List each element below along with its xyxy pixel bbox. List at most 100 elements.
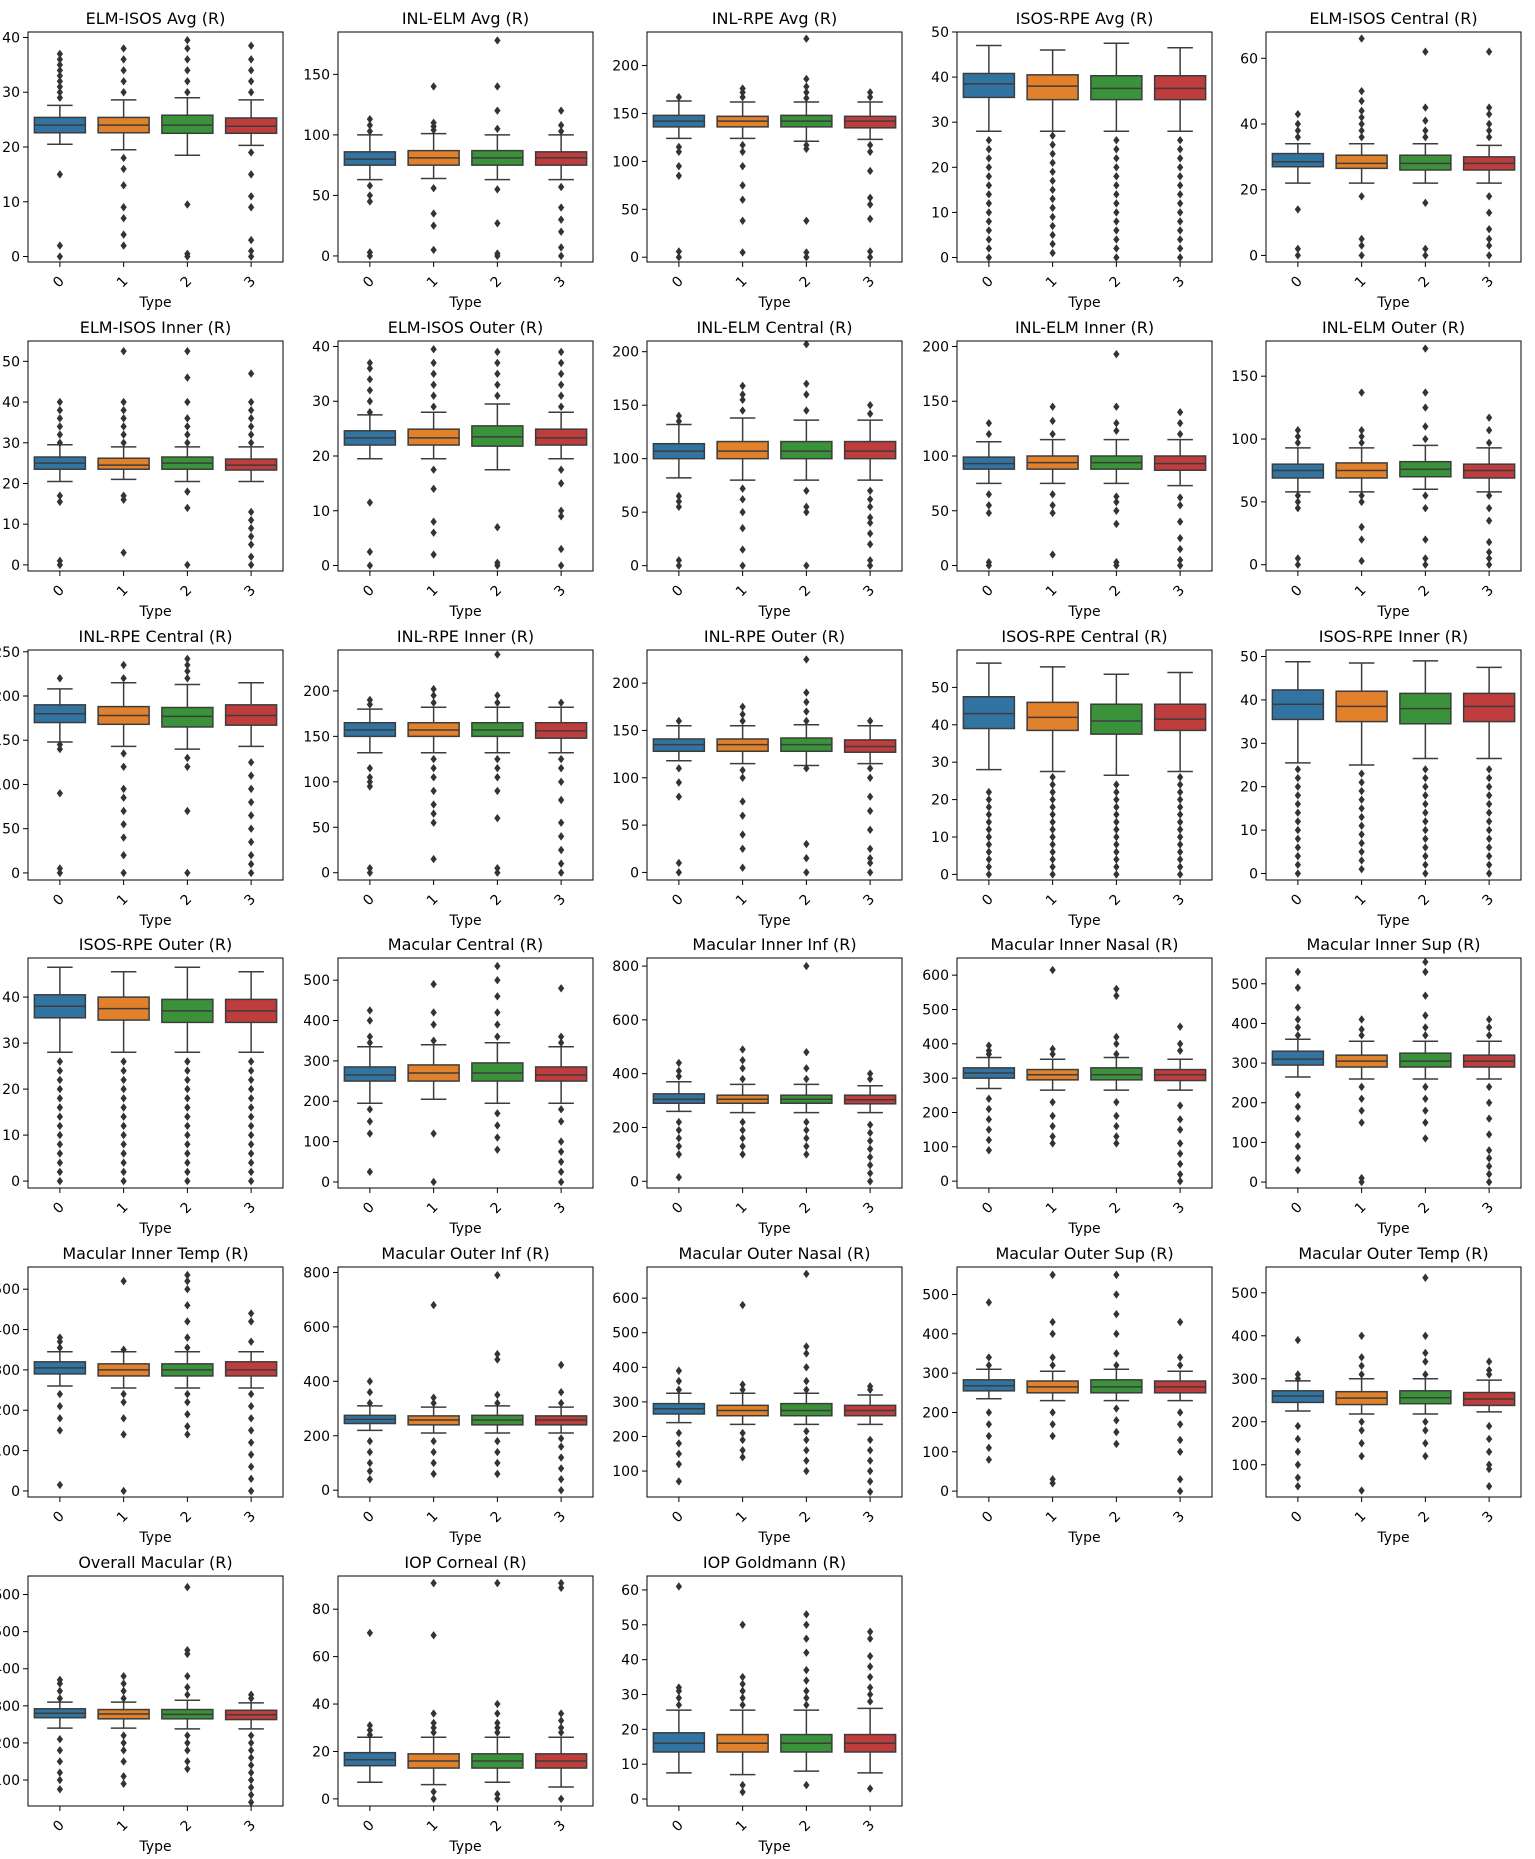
outlier-point (557, 1583, 565, 1593)
outlier-point (1358, 522, 1365, 532)
outlier-point (557, 1723, 565, 1732)
outlier-point (120, 1757, 127, 1766)
outlier-point (120, 868, 127, 878)
outlier-point (866, 518, 874, 528)
y-tick-label: 200 (922, 1105, 949, 1121)
outlier-point (1358, 1025, 1365, 1034)
outlier-point (739, 1064, 746, 1073)
outlier-point (675, 556, 683, 565)
box-type-3 (534, 1066, 588, 1082)
chart-title: IOP Goldmann (R) (703, 1553, 846, 1572)
outlier-point (866, 1160, 874, 1170)
outlier-point (430, 528, 437, 537)
box-type-3 (224, 1361, 278, 1377)
chart-title: Macular Outer Inf (R) (381, 1244, 549, 1263)
x-tick-label: 3 (1479, 892, 1497, 910)
outlier-point (1294, 251, 1302, 260)
chart-panel: ELM-ISOS Outer (R) 0 10 20 30 40 0 1 2 3 Type (312, 318, 594, 620)
outlier-point (803, 74, 810, 84)
outlier-point (1422, 817, 1429, 826)
outlier-point (1422, 1331, 1429, 1340)
outlier-point (1049, 1329, 1056, 1339)
outlier-point (1176, 832, 1184, 842)
outlier-point (1422, 560, 1429, 569)
outlier-point (1113, 1032, 1120, 1042)
outlier-point (866, 1690, 874, 1699)
y-tick-label: 30 (931, 755, 949, 771)
outlier-point (1422, 198, 1429, 208)
y-tick-label: 0 (940, 867, 949, 883)
outlier-point (247, 1690, 255, 1699)
outlier-point (1485, 234, 1493, 244)
outlier-point (184, 438, 191, 447)
outlier-point (866, 513, 874, 522)
y-tick-label: 500 (922, 1288, 949, 1304)
outlier-point (56, 1746, 64, 1755)
y-tick-label: 60 (621, 1583, 639, 1599)
outlier-point (675, 417, 683, 426)
outlier-point (1049, 158, 1056, 167)
outlier-point (803, 1456, 810, 1465)
outlier-point (557, 1177, 565, 1187)
outlier-point (494, 1699, 501, 1709)
outlier-point (1113, 1132, 1120, 1141)
outlier-point (1358, 821, 1365, 830)
outlier-point (985, 1046, 993, 1055)
outlier-point (56, 414, 64, 423)
outlier-point (56, 1094, 64, 1103)
plot-frame (1265, 957, 1522, 1189)
chart-panel: IOP Goldmann (R) 0 10 20 30 40 50 60 0 1 2 3 Type (621, 1553, 903, 1855)
outlier-point (557, 698, 565, 707)
outlier-point (1113, 506, 1120, 515)
outlier-point (675, 1683, 683, 1692)
outlier-point (184, 1176, 191, 1186)
outlier-point (184, 1746, 191, 1755)
outlier-point (675, 1449, 683, 1458)
outlier-point (803, 1376, 810, 1386)
outlier-point (1049, 795, 1056, 804)
outlier-point (1049, 1431, 1056, 1441)
y-tick-label: 50 (621, 1618, 639, 1634)
outlier-point (247, 77, 255, 86)
outlier-point (803, 561, 810, 570)
y-tick-label: 80 (312, 1602, 330, 1618)
plot-frame (646, 31, 903, 263)
x-tick-label: 2 (178, 1818, 196, 1836)
y-tick-label: 10 (2, 1128, 20, 1144)
outlier-point (739, 1150, 746, 1159)
outlier-point (1176, 847, 1184, 857)
plot-frame (956, 31, 1213, 263)
outlier-point (184, 1075, 191, 1085)
x-tick-label: 1 (1043, 274, 1061, 292)
y-tick-label: 300 (922, 1071, 949, 1087)
outlier-point (1113, 1404, 1120, 1413)
outlier-point (1049, 490, 1056, 499)
x-tick-label: 1 (114, 1509, 132, 1527)
x-tick-label: 1 (733, 583, 751, 601)
y-tick-label: 150 (612, 106, 639, 122)
outlier-point (430, 980, 437, 989)
outlier-point (866, 1697, 874, 1706)
outlier-point (803, 1074, 810, 1084)
y-tick-label: 20 (2, 140, 20, 156)
outlier-point (985, 1104, 993, 1114)
outlier-point (1485, 1031, 1493, 1040)
x-axis-label: Type (1376, 913, 1409, 929)
outlier-point (247, 66, 255, 75)
plot-frame (646, 957, 903, 1189)
x-tick-label: 0 (50, 892, 68, 910)
x-tick-label: 3 (1170, 274, 1188, 292)
outlier-point (985, 1094, 993, 1103)
outlier-point (56, 1757, 64, 1766)
outlier-point (1358, 1031, 1365, 1040)
outlier-point (675, 1582, 683, 1591)
outlier-point (1485, 1421, 1493, 1431)
x-axis-label: Type (138, 913, 171, 929)
outlier-point (739, 1380, 746, 1389)
outlier-point (803, 140, 810, 150)
chart-panel: INL-RPE Outer (R) 0 50 100 150 200 0 1 2 3 Type (612, 627, 903, 929)
outlier-point (985, 163, 993, 172)
outlier-point (1485, 782, 1493, 791)
outlier-point (120, 1679, 127, 1688)
outlier-point (866, 147, 874, 156)
